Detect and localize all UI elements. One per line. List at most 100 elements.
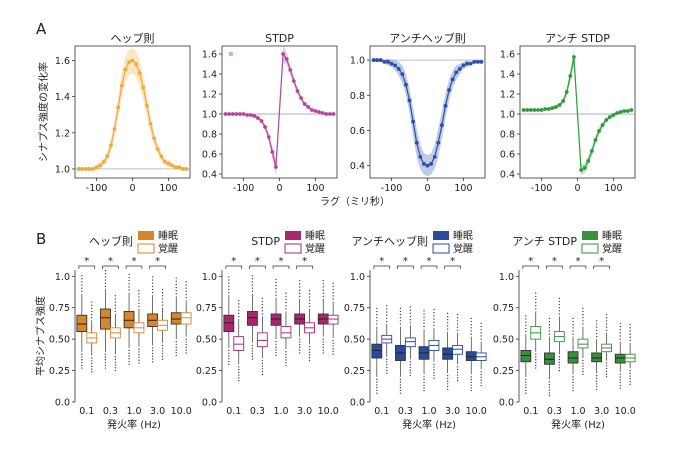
outlier-dot <box>548 381 551 383</box>
outlier-dot <box>605 362 608 364</box>
data-point <box>389 61 394 66</box>
significance-star: * <box>552 256 557 267</box>
significance-bracket <box>420 265 438 269</box>
outlier-dot <box>572 330 574 332</box>
outlier-dot <box>619 322 621 325</box>
data-point <box>180 167 185 171</box>
outlier-dot <box>399 310 402 313</box>
y-tick-label: 0.50 <box>49 335 70 346</box>
outlier-dot <box>433 366 435 368</box>
data-point <box>407 98 412 103</box>
data-point <box>266 135 271 139</box>
outlier-dot <box>456 320 459 322</box>
data-point <box>472 59 477 64</box>
x-tick-label: 100 <box>306 183 324 194</box>
data-point <box>87 167 92 171</box>
outlier-dot <box>161 295 164 297</box>
data-point <box>579 168 583 172</box>
outlier-dot <box>114 367 117 369</box>
box-sleep <box>170 312 182 325</box>
y-tick-label: 1.6 <box>500 50 515 61</box>
x-tick-label: 3.0 <box>150 406 165 417</box>
outlier-dot <box>332 298 334 300</box>
data-point <box>127 60 131 65</box>
outlier-dot <box>433 363 435 365</box>
outlier-dot <box>251 355 254 358</box>
data-point <box>607 115 612 119</box>
outlier-dot <box>446 318 449 321</box>
outlier-dot <box>228 349 230 352</box>
legend-swatch-wake <box>432 243 450 254</box>
outlier-dot <box>185 284 187 286</box>
box-sleep <box>76 314 88 333</box>
outlier-dot <box>409 318 412 321</box>
outlier-dot <box>595 329 598 332</box>
outlier-dot <box>470 330 472 332</box>
x-tick-label: 0.3 <box>547 406 562 417</box>
outlier-dot <box>151 291 154 294</box>
outlier-dot <box>548 389 551 391</box>
outlier-dot <box>238 377 240 379</box>
outlier-dot <box>128 363 130 365</box>
outlier-dot <box>308 359 311 362</box>
legend-swatch-sleep <box>285 231 301 240</box>
data-point <box>554 105 558 109</box>
outlier-dot <box>161 301 164 303</box>
outlier-dot <box>582 313 584 316</box>
data-point <box>479 59 484 64</box>
outlier-dot <box>275 278 277 281</box>
outlier-dot <box>456 371 459 374</box>
y-tick-label: 1.6 <box>55 56 70 67</box>
x-tick-label: 0.3 <box>103 406 118 417</box>
outlier-dot <box>605 329 608 332</box>
outlier-dot <box>285 362 287 364</box>
outlier-dot <box>629 336 631 338</box>
data-point <box>543 107 548 111</box>
outlier-dot <box>251 347 254 349</box>
outlier-dot <box>399 378 402 381</box>
chart-title: アンチヘッブ則 <box>389 31 466 45</box>
outlier-dot <box>376 313 378 316</box>
outlier-dot <box>308 299 311 301</box>
x-tick-label: 0 <box>129 183 135 194</box>
outlier-dot <box>261 368 264 370</box>
outlier-dot <box>251 284 254 286</box>
outlier-dot <box>548 327 551 329</box>
outlier-dot <box>285 292 287 294</box>
series-line <box>373 59 482 167</box>
outlier-dot <box>298 292 301 294</box>
outlier-dot <box>456 379 459 382</box>
outlier-dot <box>423 384 425 386</box>
outlier-dot <box>185 281 187 283</box>
y-tick-label: 0.4 <box>500 170 515 181</box>
outlier-dot <box>261 310 264 312</box>
outlier-dot <box>104 276 107 278</box>
outlier-dot <box>376 392 378 394</box>
outlier-dot <box>480 373 482 376</box>
outlier-dot <box>446 388 449 391</box>
significance-bracket <box>444 265 461 269</box>
y-tick-label: 0.4 <box>350 161 365 172</box>
outlier-dot <box>409 366 412 369</box>
outlier-dot <box>619 384 621 387</box>
outlier-dot <box>228 352 230 354</box>
outlier-dot <box>456 377 459 379</box>
y-tick-label: 1.4 <box>55 92 70 103</box>
legend-swatch-sleep <box>433 231 449 240</box>
outlier-dot <box>446 328 449 330</box>
outlier-dot <box>629 380 631 383</box>
outlier-dot <box>308 305 311 308</box>
outlier-dot <box>298 283 301 285</box>
outlier-dot <box>558 307 561 309</box>
outlier-dot <box>480 325 482 328</box>
box-chart-1: 0.00.250.500.751.00.1 0.3 1.0 3.0 10.0* * * *ヘッ… <box>34 229 192 431</box>
outlier-dot <box>298 349 301 351</box>
legend-label-wake: 覚醒 <box>602 242 622 255</box>
x-tick-label: 10.0 <box>318 406 339 417</box>
outlier-dot <box>595 383 598 385</box>
significance-star: * <box>302 256 307 267</box>
outlier-dot <box>228 360 230 363</box>
x-tick-label: 0 <box>276 183 282 194</box>
outlier-dot <box>308 290 311 292</box>
